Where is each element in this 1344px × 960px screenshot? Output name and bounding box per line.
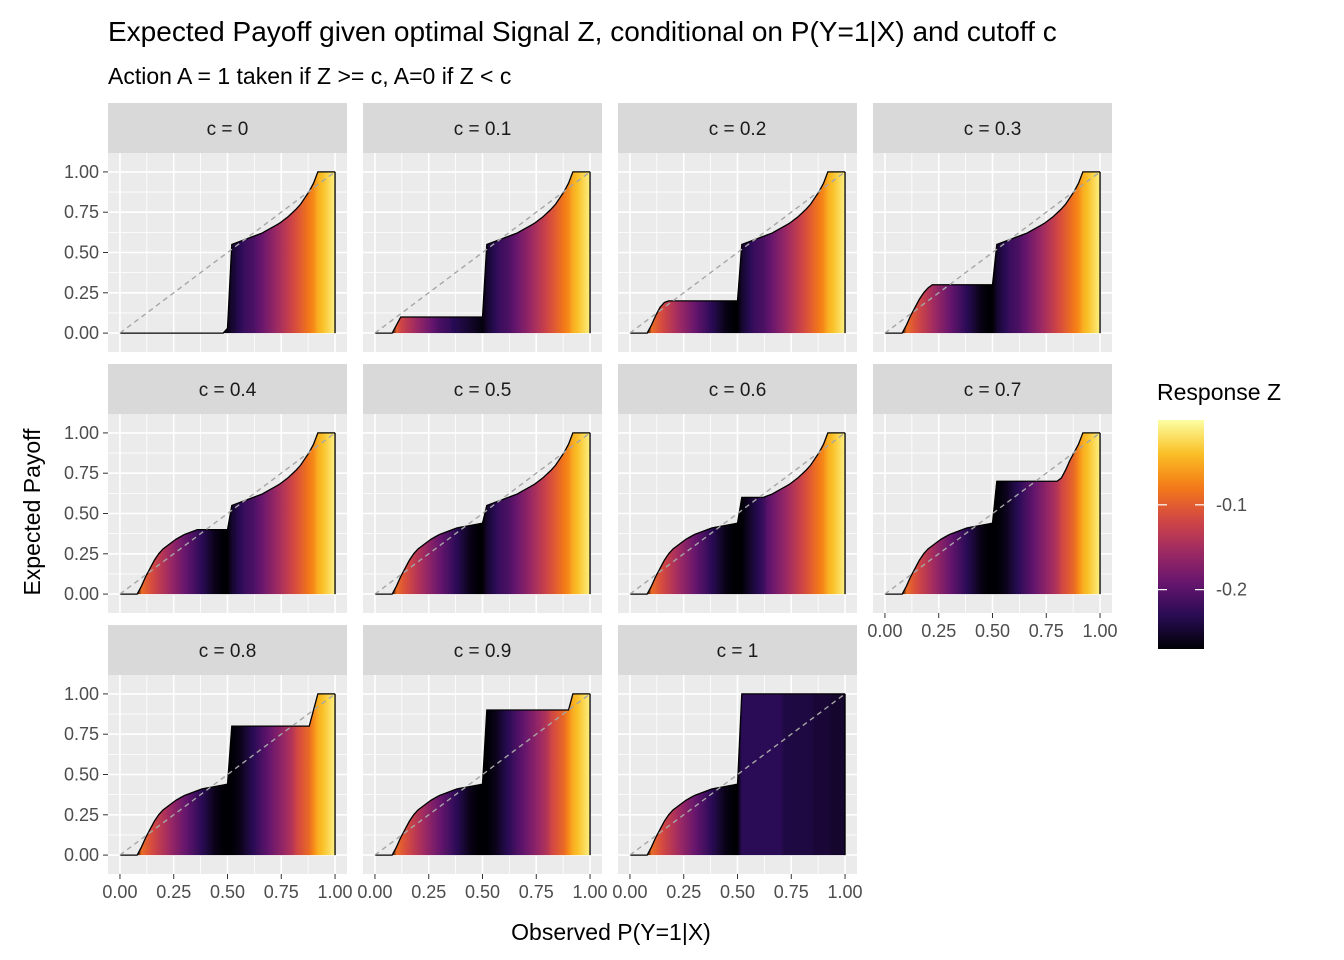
payoff-area bbox=[119, 171, 336, 334]
x-tick-label: 1.00 bbox=[1083, 621, 1118, 641]
facet-panel: c = 0.7 0.00 0.25 0.50 0.75 1.00 bbox=[867, 364, 1118, 641]
y-tick-label: 0.00 bbox=[64, 323, 99, 343]
facet-panels: c = 0 0.00 0.25 0.50 0.75 1.00 c = 0.1 c = 0.2 c… bbox=[64, 103, 1118, 902]
facet-strip-label: c = 0.6 bbox=[709, 380, 767, 401]
y-tick-label: 0.25 bbox=[64, 805, 99, 825]
facet-strip-label: c = 0 bbox=[207, 119, 249, 140]
x-tick-label: 0.00 bbox=[867, 621, 902, 641]
x-tick-label: 1.00 bbox=[318, 882, 353, 902]
payoff-line bbox=[374, 171, 591, 334]
facet-panel: c = 0.5 bbox=[363, 364, 602, 613]
x-tick-label: 0.50 bbox=[210, 882, 245, 902]
facet-strip bbox=[618, 103, 857, 153]
facet-strip-label: c = 1 bbox=[717, 641, 759, 662]
facet-panel: c = 0.9 0.00 0.25 0.50 0.75 1.00 bbox=[357, 625, 608, 902]
x-tick-label: 0.75 bbox=[264, 882, 299, 902]
x-tick-label: 0.75 bbox=[774, 882, 809, 902]
y-tick-label: 1.00 bbox=[64, 684, 99, 704]
y-tick-label: 0.50 bbox=[64, 243, 99, 263]
facet-strip-label: c = 0.4 bbox=[199, 380, 257, 401]
facet-panel: c = 0.3 bbox=[873, 103, 1112, 352]
facet-strip-label: c = 0.5 bbox=[454, 380, 512, 401]
payoff-line bbox=[119, 693, 336, 856]
facet-strip bbox=[108, 364, 347, 414]
payoff-line bbox=[629, 171, 846, 334]
payoff-line bbox=[119, 171, 336, 334]
facet-strip-label: c = 0.3 bbox=[964, 119, 1022, 140]
facet-strip-label: c = 0.8 bbox=[199, 641, 257, 662]
facet-strip bbox=[363, 364, 602, 414]
x-tick-label: 1.00 bbox=[828, 882, 863, 902]
facet-panel: c = 0.8 0.00 0.25 0.50 0.75 1.00 0.00 0.25 0.50 0… bbox=[64, 625, 353, 902]
x-tick-label: 0.25 bbox=[411, 882, 446, 902]
legend-title: Response Z bbox=[1157, 379, 1281, 405]
facet-strip bbox=[873, 103, 1112, 153]
legend-tick-label: -0.1 bbox=[1216, 495, 1247, 515]
x-tick-label: 0.25 bbox=[156, 882, 191, 902]
y-tick-label: 0.25 bbox=[64, 544, 99, 564]
legend-tick-label: -0.2 bbox=[1216, 580, 1247, 600]
facet-panel: c = 0.4 0.00 0.25 0.50 0.75 1.00 bbox=[64, 364, 347, 613]
x-tick-label: 0.00 bbox=[102, 882, 137, 902]
x-tick-label: 0.75 bbox=[519, 882, 554, 902]
facet-panel: c = 0.2 bbox=[618, 103, 857, 352]
y-tick-label: 0.00 bbox=[64, 584, 99, 604]
y-tick-label: 0.50 bbox=[64, 765, 99, 785]
y-tick-label: 0.25 bbox=[64, 283, 99, 303]
legend: Response Z -0.1 -0.2 bbox=[1157, 379, 1281, 649]
payoff-line bbox=[374, 432, 591, 595]
x-tick-label: 0.00 bbox=[612, 882, 647, 902]
facet-strip bbox=[108, 625, 347, 675]
facet-strip bbox=[618, 625, 857, 675]
y-tick-label: 0.75 bbox=[64, 463, 99, 483]
x-tick-label: 0.50 bbox=[975, 621, 1010, 641]
facet-panel: c = 1 0.00 0.25 0.50 0.75 1.00 bbox=[612, 625, 863, 902]
payoff-line bbox=[884, 432, 1101, 595]
facet-strip bbox=[618, 364, 857, 414]
x-tick-label: 0.50 bbox=[465, 882, 500, 902]
x-tick-label: 1.00 bbox=[573, 882, 608, 902]
y-axis-title: Expected Payoff bbox=[19, 428, 45, 596]
facet-strip-label: c = 0.1 bbox=[454, 119, 512, 140]
facet-panel: c = 0 0.00 0.25 0.50 0.75 1.00 bbox=[64, 103, 347, 352]
facet-strip bbox=[108, 103, 347, 153]
facet-strip-label: c = 0.7 bbox=[964, 380, 1022, 401]
payoff-line bbox=[119, 432, 336, 595]
x-axis-title: Observed P(Y=1|X) bbox=[511, 919, 711, 945]
payoff-line bbox=[884, 171, 1101, 334]
facet-panel: c = 0.1 bbox=[363, 103, 602, 352]
facet-strip-label: c = 0.2 bbox=[709, 119, 767, 140]
y-tick-label: 0.75 bbox=[64, 202, 99, 222]
x-tick-label: 0.75 bbox=[1029, 621, 1064, 641]
x-tick-label: 0.25 bbox=[666, 882, 701, 902]
facet-panel: c = 0.6 bbox=[618, 364, 857, 613]
y-tick-label: 0.00 bbox=[64, 845, 99, 865]
y-tick-label: 0.75 bbox=[64, 724, 99, 744]
payoff-line bbox=[629, 693, 846, 856]
y-tick-label: 1.00 bbox=[64, 423, 99, 443]
payoff-area bbox=[629, 171, 846, 334]
chart-title: Expected Payoff given optimal Signal Z, … bbox=[108, 16, 1057, 47]
x-tick-label: 0.00 bbox=[357, 882, 392, 902]
payoff-line bbox=[374, 693, 591, 856]
facet-strip bbox=[873, 364, 1112, 414]
x-tick-label: 0.25 bbox=[921, 621, 956, 641]
y-tick-label: 1.00 bbox=[64, 162, 99, 182]
payoff-area bbox=[374, 171, 591, 334]
payoff-line bbox=[629, 432, 846, 595]
facet-strip bbox=[363, 103, 602, 153]
x-tick-label: 0.50 bbox=[720, 882, 755, 902]
y-tick-label: 0.50 bbox=[64, 504, 99, 524]
facet-strip-label: c = 0.9 bbox=[454, 641, 512, 662]
chart-subtitle: Action A = 1 taken if Z >= c, A=0 if Z <… bbox=[108, 63, 511, 89]
legend-colorbar bbox=[1158, 420, 1204, 649]
facet-strip bbox=[363, 625, 602, 675]
